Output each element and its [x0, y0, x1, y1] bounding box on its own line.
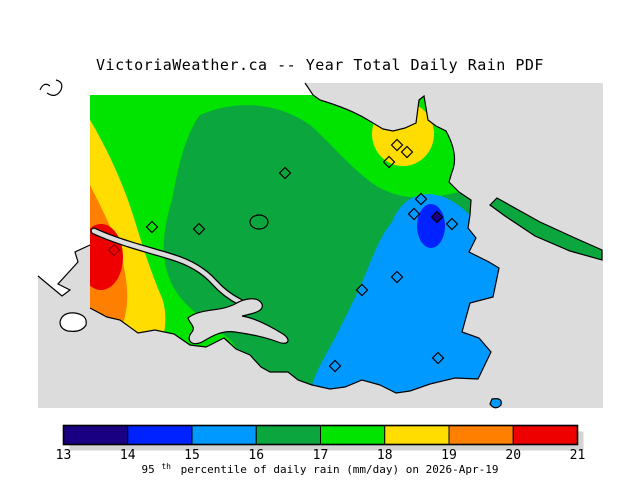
west-coastline [37, 244, 91, 297]
colorbar-segment-19-20 [448, 425, 514, 445]
colorbar-segment-16-17 [255, 425, 321, 445]
island-strip [489, 197, 603, 261]
northwest-coast-arc2-icon [46, 79, 63, 96]
colorbar-segment-20-21 [512, 425, 578, 445]
colorbar-segment-14-15 [127, 425, 193, 445]
colorbar-segment-15-16 [191, 425, 257, 445]
station-marker-icon [400, 145, 414, 159]
harbour-water [187, 298, 289, 345]
station-marker-filled-icon [430, 210, 444, 224]
tick-label: 17 [313, 448, 329, 463]
land-outside-region [38, 83, 313, 296]
tick-label: 21 [570, 448, 586, 463]
station-marker-icon [445, 217, 459, 231]
colorbar-segment-13-14 [63, 425, 129, 445]
contour-band-15-16 [312, 194, 499, 393]
tick-label: 19 [441, 448, 457, 463]
northwest-coast-arc-icon [39, 83, 51, 91]
station-marker-icon [278, 166, 292, 180]
caption-prefix: 95 [141, 463, 154, 476]
station-marker-icon [414, 192, 428, 206]
station-marker-icon [355, 283, 369, 297]
page-title: VictoriaWeather.ca -- Year Total Daily R… [96, 56, 544, 74]
tick-label: 16 [248, 448, 264, 463]
tick-label: 15 [184, 448, 200, 463]
colorbar-border [62, 424, 579, 446]
main-coastline [89, 82, 500, 394]
west-islet [59, 312, 87, 332]
tick-label: 20 [505, 448, 521, 463]
station-marker-icon [390, 270, 404, 284]
colorbar-ticks: 13 14 15 16 17 18 19 20 21 [56, 448, 586, 463]
station-marker-icon [328, 359, 342, 373]
station-marker-icon [382, 155, 396, 169]
contour-band-14-15 [417, 204, 445, 248]
caption-rest: percentile of daily rain (mm/day) on 202… [181, 463, 499, 476]
south-islet [489, 398, 502, 409]
tick-label: 18 [377, 448, 393, 463]
inlet-channel [91, 228, 243, 305]
station-marker-icon [192, 222, 206, 236]
colorbar [62, 424, 579, 446]
colorbar-caption: 95 th percentile of daily rain (mm/day) … [141, 459, 498, 476]
colorbar-segment-17-18 [320, 425, 386, 445]
station-marker-red-icon [107, 243, 121, 257]
tick-label: 13 [56, 448, 72, 463]
tick-label: 14 [120, 448, 136, 463]
lake [249, 214, 269, 230]
station-marker-icon [390, 138, 404, 152]
station-marker-icon [145, 220, 159, 234]
colorbar-segment-18-19 [384, 425, 450, 445]
station-markers-group [145, 138, 459, 373]
caption-superscript: th [161, 462, 171, 471]
station-marker-icon [431, 351, 445, 365]
station-marker-icon [407, 207, 421, 221]
